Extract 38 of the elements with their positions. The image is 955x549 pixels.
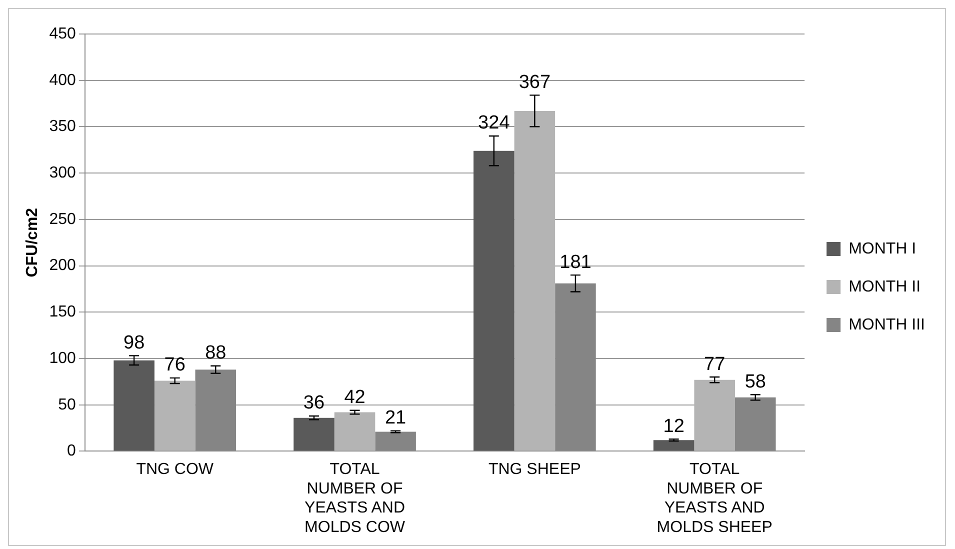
y-tick-label: 150: [49, 304, 76, 321]
data-label: 98: [124, 332, 145, 354]
bar: [334, 412, 376, 451]
data-label: 21: [384, 408, 406, 429]
x-tick-label: TOTAL NUMBER OF YEASTS AND MOLDS COW: [304, 461, 406, 536]
y-tick-label: 250: [49, 210, 76, 228]
data-label: 181: [560, 252, 592, 273]
data-label: 367: [518, 72, 551, 93]
bar: [114, 360, 154, 451]
data-label: 12: [663, 416, 684, 437]
bar: [653, 440, 694, 451]
y-tick-label: 300: [49, 164, 76, 182]
y-tick-label: 50: [58, 396, 76, 414]
legend-label: MONTH I: [848, 240, 916, 258]
y-tick-label: 450: [49, 25, 76, 42]
x-tick-label: TNG SHEEP: [488, 461, 581, 478]
data-label: 42: [344, 387, 366, 408]
data-label: 76: [164, 354, 186, 376]
bar: [514, 110, 556, 451]
data-label: 36: [303, 392, 325, 414]
data-label: 88: [205, 342, 226, 364]
legend-label: MONTH II: [848, 278, 921, 296]
y-tick-label: 100: [49, 350, 76, 367]
y-tick-label: 0: [66, 442, 76, 460]
y-tick-label: 350: [49, 118, 76, 136]
x-tick-label: TOTAL NUMBER OF YEASTS AND MOLDS SHEEP: [656, 461, 772, 536]
data-label: 58: [744, 371, 766, 392]
y-axis-title: CFU/cm2: [24, 208, 42, 278]
x-tick-label: TNG COW: [136, 461, 214, 478]
bar: [474, 150, 514, 451]
bar: [694, 380, 735, 451]
y-tick-label: 200: [49, 257, 76, 274]
y-tick-label: 400: [49, 72, 76, 89]
bar: [154, 380, 196, 451]
data-label: 77: [704, 354, 726, 375]
data-label: 324: [478, 112, 510, 134]
bar: [294, 418, 334, 451]
legend-label: MONTH III: [848, 316, 925, 334]
